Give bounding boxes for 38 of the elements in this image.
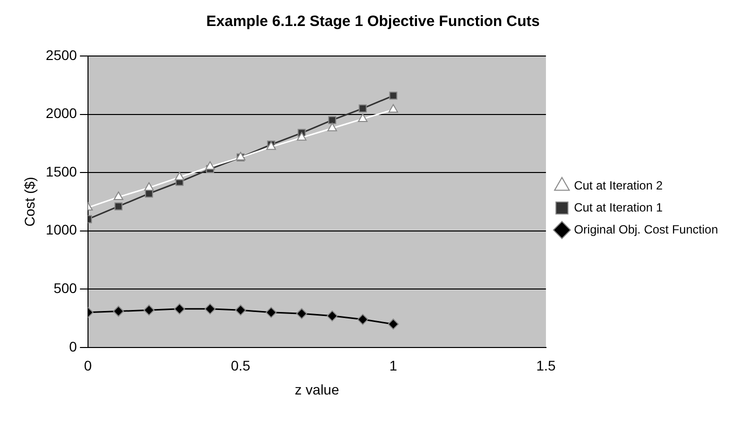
point xyxy=(112,306,124,317)
point xyxy=(388,104,398,113)
point xyxy=(204,303,216,314)
y-tick-label: 2000 xyxy=(46,105,78,122)
x-axis-title: z value xyxy=(294,381,340,398)
legend-label: Cut at Iteration 2 xyxy=(574,178,663,192)
point xyxy=(114,202,123,210)
legend-label: Cut at Iteration 1 xyxy=(574,200,663,214)
point xyxy=(358,113,368,122)
x-tick-label: 1 xyxy=(389,358,398,374)
y-axis-title: Cost ($) xyxy=(21,176,38,227)
point xyxy=(296,308,308,320)
point xyxy=(327,122,338,132)
point xyxy=(389,92,398,100)
y-tick-label: 1000 xyxy=(46,222,78,238)
point xyxy=(205,161,215,170)
point xyxy=(328,116,336,124)
point xyxy=(114,192,124,200)
point xyxy=(358,104,367,112)
point xyxy=(235,304,246,316)
point xyxy=(357,314,368,325)
point xyxy=(174,172,184,180)
y-tick-label: 1500 xyxy=(46,163,78,180)
point xyxy=(174,303,186,314)
y-tick-label: 500 xyxy=(54,280,78,296)
x-tick-label: 1.5 xyxy=(536,358,556,374)
point xyxy=(144,304,155,316)
x-tick-label: 0 xyxy=(84,358,92,374)
chart-title: Example 6.1.2 Stage 1 Objective Function Cuts xyxy=(206,13,540,30)
point xyxy=(296,132,307,141)
point xyxy=(326,310,338,322)
legend-label: Original Obj. Cost Function xyxy=(574,222,718,236)
x-tick-label: 0.5 xyxy=(230,358,251,374)
point xyxy=(266,306,277,318)
point xyxy=(388,318,399,330)
point xyxy=(144,182,154,191)
y-tick-label: 2500 xyxy=(46,46,78,63)
y-tick-label: 0 xyxy=(69,338,78,354)
